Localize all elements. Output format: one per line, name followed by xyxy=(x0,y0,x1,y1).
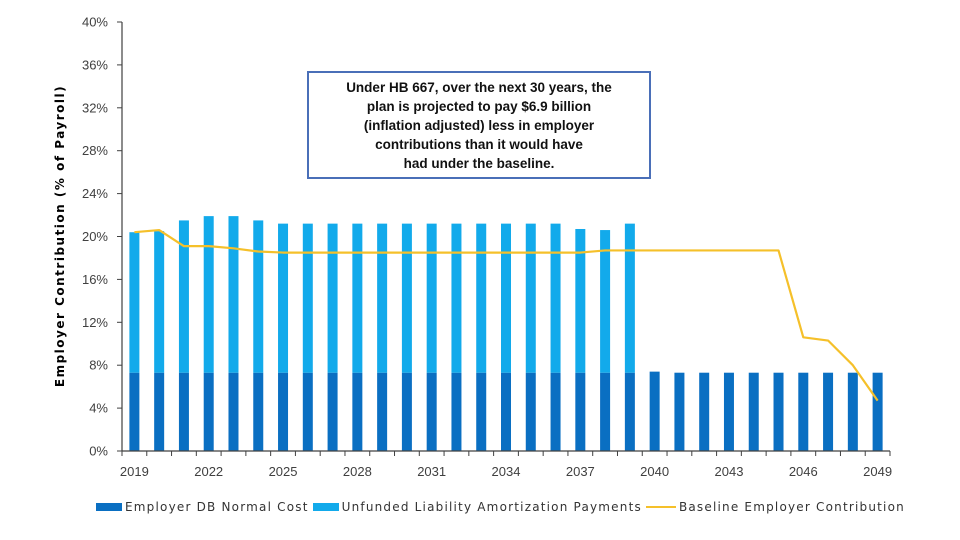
bar-unfunded-liability-2031 xyxy=(426,223,437,373)
bar-normal-cost-2049 xyxy=(872,372,883,451)
annotation-line: had under the baseline. xyxy=(403,155,555,171)
y-tick-label: 4% xyxy=(89,401,108,416)
annotation-line: plan is projected to pay $6.9 billion xyxy=(366,98,592,114)
bar-unfunded-liability-2024 xyxy=(253,220,264,373)
bar-unfunded-liability-2021 xyxy=(178,220,189,373)
bar-normal-cost-2034 xyxy=(501,372,511,451)
annotation-line: (inflation adjusted) less in employer xyxy=(363,117,595,133)
bar-unfunded-liability-2020 xyxy=(154,231,165,373)
bar-unfunded-liability-2038 xyxy=(600,230,611,373)
y-tick-label: 0% xyxy=(89,444,108,459)
bar-unfunded-liability-2027 xyxy=(327,223,338,373)
y-tick-label: 16% xyxy=(82,272,108,287)
bar-normal-cost-2048 xyxy=(847,372,858,451)
y-tick-label: 28% xyxy=(82,143,108,158)
bar-unfunded-liability-2028 xyxy=(352,223,363,373)
y-axis-label: Employer Contribution (% of Payroll) xyxy=(53,85,67,387)
bar-unfunded-liability-2022 xyxy=(203,216,214,373)
bar-normal-cost-2026 xyxy=(302,372,313,451)
bar-unfunded-liability-2025 xyxy=(278,223,289,373)
bar-normal-cost-2039 xyxy=(624,372,635,451)
bar-unfunded-liability-2036 xyxy=(550,223,561,373)
x-tick-label: 2022 xyxy=(194,464,223,479)
bar-normal-cost-2045 xyxy=(773,372,784,451)
y-tick-label: 24% xyxy=(82,186,108,201)
x-tick-label: 2049 xyxy=(863,464,892,479)
bar-normal-cost-2021 xyxy=(178,372,189,451)
bar-normal-cost-2041 xyxy=(674,372,685,451)
bar-unfunded-liability-2029 xyxy=(377,223,388,373)
axes: 0% 4% 8% 12% 16% 20% 24% 28% 32% 36% 40% 2019 2022 20… xyxy=(82,15,892,480)
bar-normal-cost-2023 xyxy=(228,372,239,451)
bar-unfunded-liability-2030 xyxy=(401,223,412,373)
annotation-line: contributions than it would have xyxy=(375,136,583,152)
baseline-contribution-line xyxy=(134,228,879,402)
bar-unfunded-liability-2032 xyxy=(451,223,462,373)
x-tick-label: 2043 xyxy=(715,464,744,479)
bar-unfunded-liability-2039 xyxy=(624,223,635,373)
annotation-box: Under HB 667, over the next 30 years, th… xyxy=(307,71,651,179)
y-tick-label: 12% xyxy=(82,315,108,330)
legend-swatch-unfunded-liability xyxy=(312,503,339,511)
bars-layer xyxy=(129,216,883,451)
legend-label-normal-cost: Employer DB Normal Cost xyxy=(125,500,309,514)
legend-item-unfunded-liability: Unfunded Liability Amortization Payments xyxy=(312,500,642,514)
bar-normal-cost-2036 xyxy=(550,372,561,451)
bar-normal-cost-2019 xyxy=(129,372,140,451)
bar-normal-cost-2046 xyxy=(798,372,809,451)
bar-normal-cost-2020 xyxy=(154,372,165,451)
bar-normal-cost-2043 xyxy=(723,372,734,451)
bar-normal-cost-2037 xyxy=(575,372,586,451)
bar-unfunded-liability-2023 xyxy=(228,216,239,373)
bar-normal-cost-2040 xyxy=(649,371,660,451)
bar-unfunded-liability-2034 xyxy=(501,223,511,373)
y-tick-label: 8% xyxy=(89,358,108,373)
legend-item-baseline: Baseline Employer Contribution xyxy=(645,500,905,514)
bar-normal-cost-2038 xyxy=(600,372,611,451)
legend-item-normal-cost: Employer DB Normal Cost xyxy=(96,500,309,514)
x-tick-label: 2028 xyxy=(343,464,372,479)
y-tick-label: 20% xyxy=(82,229,108,244)
legend: Employer DB Normal Cost Unfunded Liabili… xyxy=(96,500,909,514)
bar-normal-cost-2042 xyxy=(699,372,710,451)
bar-unfunded-liability-2037 xyxy=(575,228,586,373)
x-tick-label: 2019 xyxy=(120,464,149,479)
annotation-line: Under HB 667, over the next 30 years, th… xyxy=(346,79,612,95)
bar-normal-cost-2033 xyxy=(476,372,487,451)
bar-normal-cost-2032 xyxy=(451,372,462,451)
bar-normal-cost-2035 xyxy=(525,372,536,451)
x-tick-label: 2025 xyxy=(269,464,298,479)
bar-normal-cost-2025 xyxy=(278,372,289,451)
bar-normal-cost-2024 xyxy=(253,372,264,451)
y-tick-label: 32% xyxy=(82,100,108,115)
baseline-line-layer xyxy=(134,228,879,402)
legend-swatch-baseline xyxy=(645,506,676,508)
bar-unfunded-liability-2026 xyxy=(302,223,313,373)
x-tick-label: 2037 xyxy=(566,464,595,479)
x-tick-label: 2046 xyxy=(789,464,818,479)
bar-normal-cost-2044 xyxy=(748,372,759,451)
y-tick-label: 36% xyxy=(82,57,108,72)
x-tick-label: 2034 xyxy=(492,464,521,479)
bar-normal-cost-2030 xyxy=(401,372,412,451)
annotation-text: Under HB 667, over the next 30 years, th… xyxy=(346,78,612,173)
bar-normal-cost-2047 xyxy=(823,372,834,451)
legend-label-baseline: Baseline Employer Contribution xyxy=(678,500,905,514)
x-tick-label: 2031 xyxy=(417,464,446,479)
bar-normal-cost-2028 xyxy=(352,372,363,451)
bar-unfunded-liability-2019 xyxy=(129,232,140,373)
bar-normal-cost-2022 xyxy=(203,372,214,451)
y-tick-label: 40% xyxy=(82,15,108,30)
bar-unfunded-liability-2035 xyxy=(525,223,536,373)
legend-swatch-normal-cost xyxy=(96,503,122,511)
x-tick-label: 2040 xyxy=(640,464,669,479)
bar-normal-cost-2027 xyxy=(327,372,338,451)
legend-label-unfunded-liability: Unfunded Liability Amortization Payments xyxy=(341,500,642,514)
bar-unfunded-liability-2033 xyxy=(476,223,487,373)
bar-normal-cost-2029 xyxy=(377,372,388,451)
bar-normal-cost-2031 xyxy=(426,372,437,451)
